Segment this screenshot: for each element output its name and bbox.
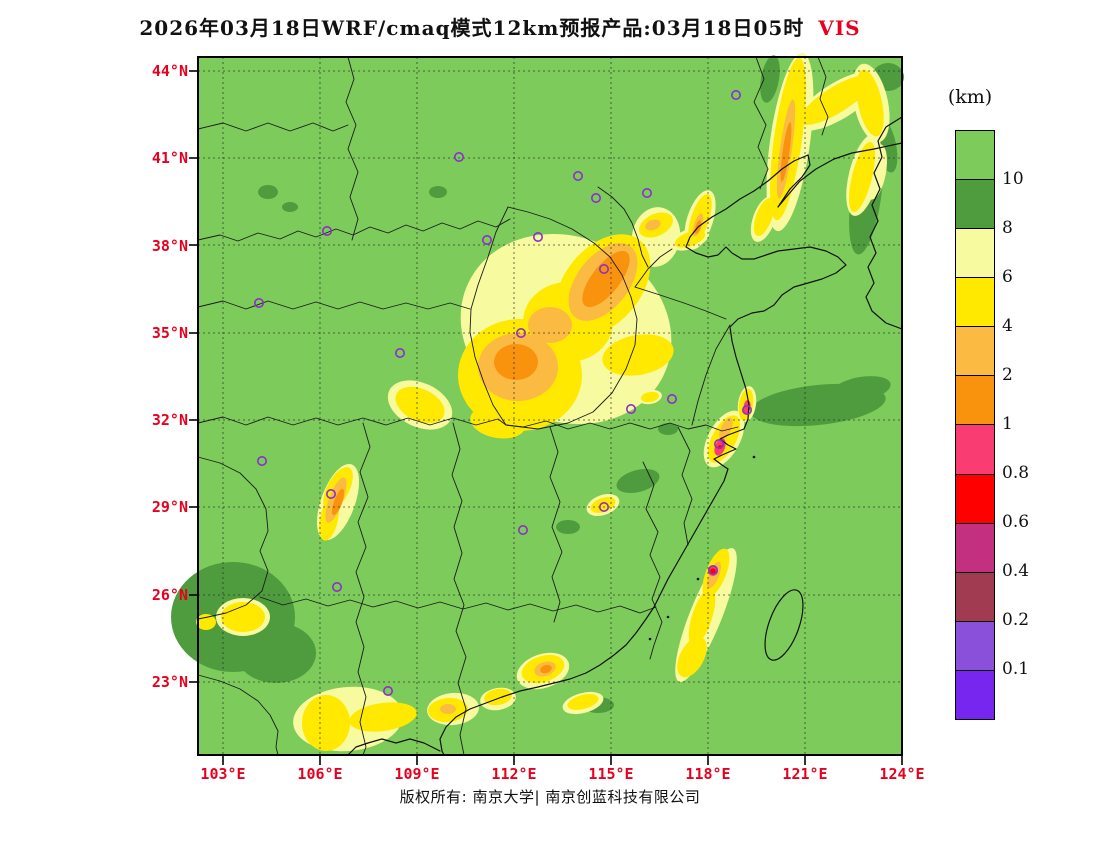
map-canvas [171, 52, 904, 765]
coastline [347, 116, 903, 756]
province-borders [197, 56, 829, 756]
title-text: 2026年03月18日WRF/cmaq模式12km预报产品:03月18日05时 [139, 16, 805, 40]
city-marker [730, 89, 741, 100]
lon-label-124e: 124°E [879, 765, 925, 783]
lon-label-118e: 118°E [685, 765, 731, 783]
city-marker [572, 171, 583, 182]
city-marker [741, 404, 752, 415]
lon-label-103e: 103°E [200, 765, 246, 783]
visibility-orange-layer [331, 122, 792, 674]
axis-ticks [189, 70, 903, 765]
lon-label-121e: 121°E [782, 765, 828, 783]
lat-label-23n: 23°N [151, 673, 188, 691]
lon-label-112e: 112°E [491, 765, 537, 783]
lon-label-109e: 109°E [394, 765, 440, 783]
legend-tick-label: 2 [1002, 365, 1013, 385]
city-marker [453, 152, 464, 163]
legend-color-cell [956, 327, 994, 377]
page-title: 2026年03月18日WRF/cmaq模式12km预报产品:03月18日05时 V… [0, 12, 1000, 41]
city-marker [383, 685, 394, 696]
legend-tick-label: 0.1 [1002, 659, 1030, 679]
legend-tick-label: 0.2 [1002, 610, 1030, 630]
lat-label-29n: 29°N [151, 498, 188, 516]
legend-color-cell [956, 572, 994, 622]
city-marker [322, 226, 333, 237]
lon-label-106e: 106°E [297, 765, 343, 783]
city-marker [598, 501, 609, 512]
lat-label-26n: 26°N [151, 586, 188, 604]
lat-label-44n: 44°N [151, 62, 188, 80]
city-marker [532, 232, 543, 243]
legend-unit: (km) [947, 86, 993, 108]
grid-layer [198, 57, 902, 755]
legend-color-cell [956, 229, 994, 279]
city-marker [641, 188, 652, 199]
city-marker [481, 235, 492, 246]
legend-color-cell [956, 180, 994, 230]
city-marker [515, 327, 526, 338]
lat-label-41n: 41°N [151, 149, 188, 167]
city-marker [713, 438, 724, 449]
legend-tick-label: 8 [1002, 218, 1013, 238]
forecast-map [171, 52, 904, 765]
city-marker [395, 347, 406, 358]
city-marker [517, 524, 528, 535]
legend-tick-label: 0.6 [1002, 512, 1030, 532]
legend-tick-label: 4 [1002, 316, 1013, 336]
city-marker [590, 193, 601, 204]
city-marker [332, 581, 343, 592]
city-marker [625, 403, 636, 414]
legend-color-cell [956, 523, 994, 573]
legend-color-cell [956, 670, 994, 719]
legend-tick-label: 1 [1002, 414, 1013, 434]
legend-tick-label: 6 [1002, 267, 1013, 287]
lon-label-115e: 115°E [588, 765, 634, 783]
legend-color-cell [956, 474, 994, 524]
legend-tick-label: 0.4 [1002, 561, 1030, 581]
lat-label-32n: 32°N [151, 411, 188, 429]
city-marker [707, 564, 718, 575]
legend-color-cell [956, 131, 994, 181]
city-marker [666, 393, 677, 404]
title-variable-vis: VIS [818, 16, 861, 40]
city-marker [253, 298, 264, 309]
lat-label-35n: 35°N [151, 324, 188, 342]
legend-color-cell [956, 621, 994, 671]
legend-colorbar [955, 130, 995, 720]
copyright-footer: 版权所有: 南京大学| 南京创蓝科技有限公司 [399, 788, 701, 806]
city-marker [256, 455, 267, 466]
legend-tick-label: 10 [1002, 169, 1024, 189]
lat-label-38n: 38°N [151, 237, 188, 255]
city-markers [253, 89, 752, 696]
city-marker [598, 264, 609, 275]
legend-tick-label: 0.8 [1002, 463, 1030, 483]
map-frame [197, 56, 903, 756]
legend-color-cell [956, 425, 994, 475]
legend-color-cell [956, 278, 994, 328]
city-marker [326, 488, 337, 499]
legend-color-cell [956, 376, 994, 426]
